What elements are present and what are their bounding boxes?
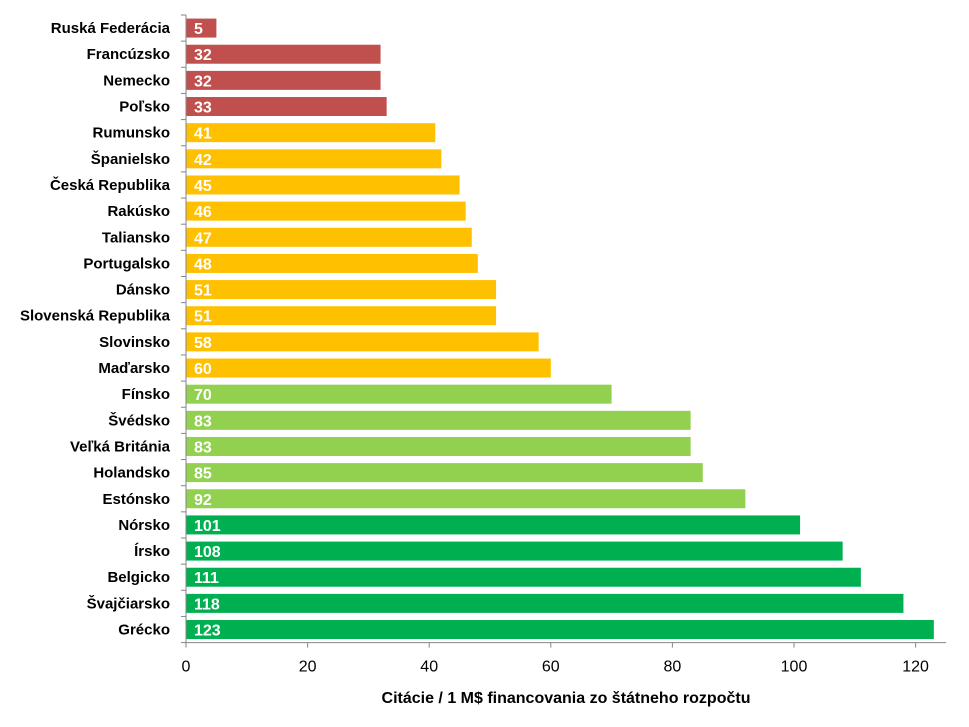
value-label: 101 <box>194 518 221 535</box>
value-label: 92 <box>194 492 212 509</box>
bar-3 <box>186 97 387 117</box>
value-label: 123 <box>194 623 221 640</box>
category-label: Španielsko <box>91 150 170 168</box>
category-label: Holandsko <box>93 465 170 482</box>
value-label: 51 <box>194 309 212 326</box>
category-label: Slovinsko <box>99 334 170 351</box>
bar-1 <box>186 44 381 64</box>
category-label: Maďarsko <box>98 360 170 377</box>
bar-5 <box>186 149 442 169</box>
bar-4 <box>186 123 436 143</box>
x-tick-label: 60 <box>542 659 560 676</box>
value-label: 60 <box>194 361 212 378</box>
bar-19 <box>186 515 801 535</box>
category-label: Rakúsko <box>107 203 170 220</box>
category-label: Nemecko <box>103 72 170 89</box>
bar-7 <box>186 201 466 221</box>
bar-10 <box>186 280 497 300</box>
bar-13 <box>186 358 551 378</box>
bar-11 <box>186 306 497 326</box>
category-label: Rumunsko <box>92 125 170 142</box>
value-label: 32 <box>194 47 212 64</box>
value-label: 46 <box>194 204 212 221</box>
bar-15 <box>186 410 691 430</box>
value-label: 41 <box>194 126 212 143</box>
category-label: Ruská Federácia <box>51 20 171 37</box>
x-tick-label: 40 <box>420 659 438 676</box>
bar-2 <box>186 70 381 90</box>
category-label: Veľká Británia <box>70 438 171 455</box>
x-tick-label: 20 <box>299 659 317 676</box>
value-label: 70 <box>194 387 212 404</box>
category-label: Dánsko <box>116 282 170 299</box>
value-label: 83 <box>194 439 212 456</box>
category-label: Francúzsko <box>87 46 170 63</box>
bar-20 <box>186 541 843 561</box>
x-tick-label: 80 <box>664 659 682 676</box>
value-label: 83 <box>194 413 212 430</box>
category-label: Taliansko <box>102 229 170 246</box>
value-label: 108 <box>194 544 221 561</box>
bar-8 <box>186 227 472 247</box>
x-tick-label: 100 <box>781 659 808 676</box>
bar-9 <box>186 253 478 273</box>
x-tick-labels: 0 20 40 60 80 100 120 <box>182 659 929 676</box>
bars-layer <box>186 18 934 640</box>
value-label: 48 <box>194 256 212 273</box>
bar-18 <box>186 489 746 509</box>
category-label: Belgicko <box>107 569 170 586</box>
value-label: 45 <box>194 178 212 195</box>
category-label: Slovenská Republika <box>20 308 171 325</box>
bar-22 <box>186 593 904 613</box>
value-labels: 5 32 32 33 41 42 45 46 47 48 51 51 58 60 70 83 83 85 92 101… <box>194 21 221 639</box>
value-label: 118 <box>194 596 220 613</box>
category-label: Írsko <box>134 543 170 560</box>
category-label: Estónsko <box>102 491 170 508</box>
category-label: Portugalsko <box>83 255 170 272</box>
value-label: 51 <box>194 283 212 300</box>
value-label: 42 <box>194 152 212 169</box>
value-label: 32 <box>194 73 212 90</box>
category-label: Česká Republika <box>50 176 171 194</box>
category-label: Nórsko <box>118 517 170 534</box>
category-label: Fínsko <box>122 386 170 403</box>
value-label: 33 <box>194 100 212 117</box>
bar-0 <box>186 18 217 38</box>
axes <box>181 14 946 648</box>
category-labels: Ruská Federácia Francúzsko Nemecko Poľsko Ru… <box>20 20 171 638</box>
bar-17 <box>186 463 703 483</box>
bar-14 <box>186 384 612 404</box>
value-label: 58 <box>194 335 212 352</box>
x-tick-label: 120 <box>902 659 929 676</box>
value-label: 85 <box>194 466 212 483</box>
bar-21 <box>186 567 861 587</box>
bar-12 <box>186 332 539 352</box>
value-label: 5 <box>194 21 203 38</box>
bar-23 <box>186 620 934 640</box>
value-label: 47 <box>194 230 212 247</box>
category-label: Švajčiarsko <box>87 594 170 612</box>
category-label: Švédsko <box>108 411 170 429</box>
value-label: 111 <box>194 570 219 587</box>
category-label: Grécko <box>118 622 170 639</box>
category-label: Poľsko <box>119 99 170 116</box>
x-tick-label: 0 <box>182 659 191 676</box>
bar-6 <box>186 175 460 195</box>
bar-16 <box>186 436 691 456</box>
x-axis-title: Citácie / 1 M$ financovania zo štátneho … <box>382 690 751 707</box>
